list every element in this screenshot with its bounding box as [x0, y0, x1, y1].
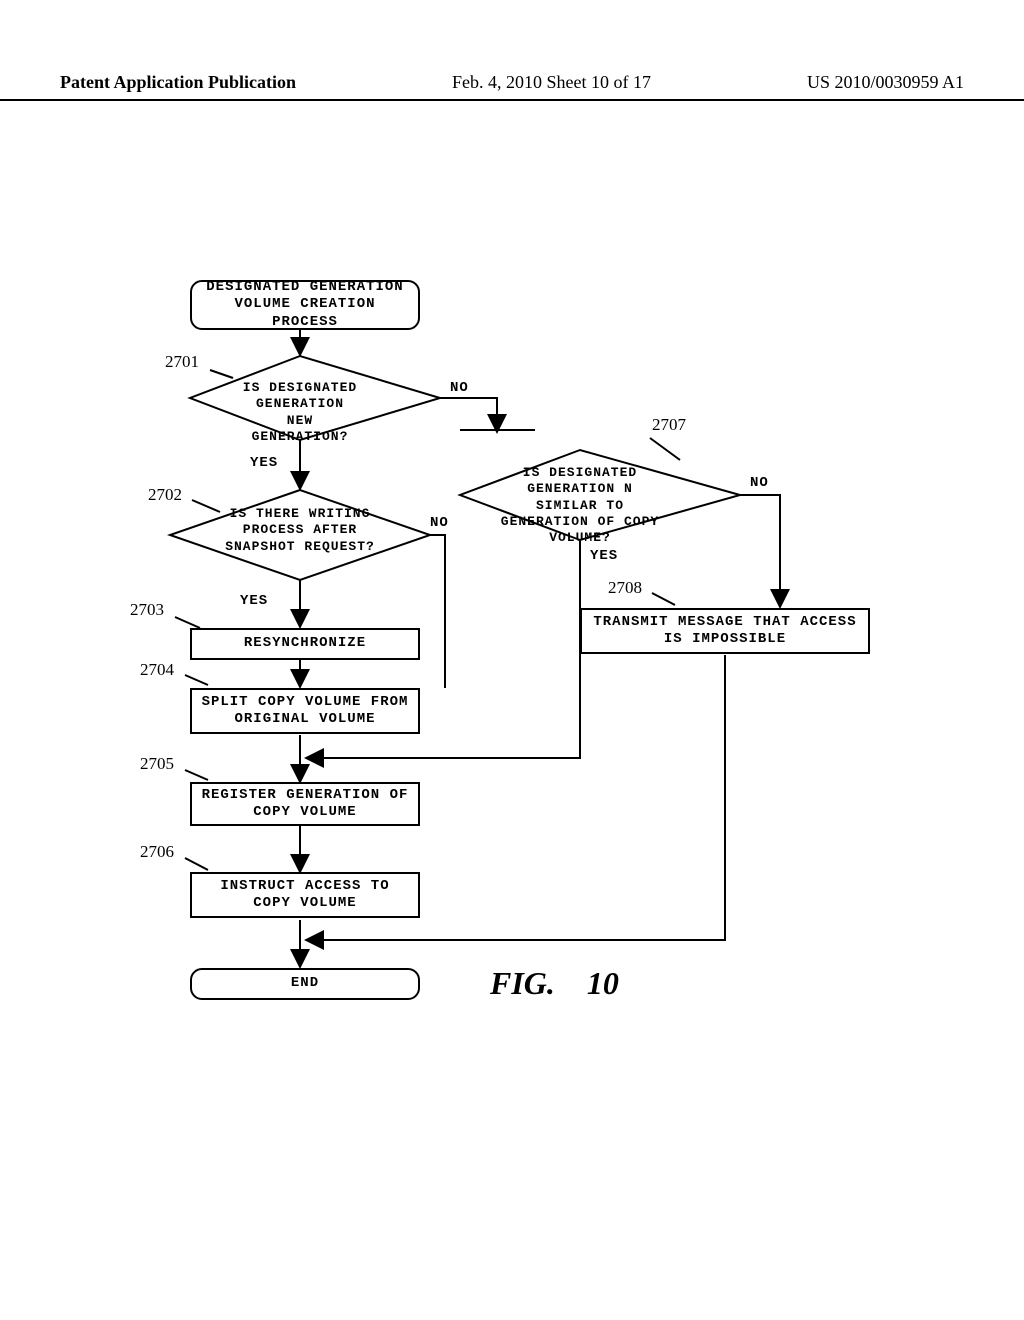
decision-2702-text: IS THERE WRITING PROCESS AFTER SNAPSHOT … — [200, 496, 400, 565]
decision-2701: IS DESIGNATED GENERATION NEW GENERATION? — [220, 370, 380, 455]
decision-2707-text: IS DESIGNATED GENERATION N SIMILAR TO GE… — [475, 455, 685, 556]
label-yes-3: YES — [590, 548, 618, 564]
header-left: Patent Application Publication — [60, 72, 296, 93]
page-header: Patent Application Publication Feb. 4, 2… — [0, 72, 1024, 101]
label-yes-1: YES — [250, 455, 278, 471]
header-right: US 2010/0030959 A1 — [807, 72, 964, 93]
decision-2707: IS DESIGNATED GENERATION N SIMILAR TO GE… — [475, 455, 685, 556]
label-no-3: NO — [750, 475, 769, 491]
decision-2702: IS THERE WRITING PROCESS AFTER SNAPSHOT … — [200, 496, 400, 565]
decision-2701-text: IS DESIGNATED GENERATION NEW GENERATION? — [220, 370, 380, 455]
label-no-1: NO — [450, 380, 469, 396]
header-mid: Feb. 4, 2010 Sheet 10 of 17 — [452, 72, 651, 93]
flowchart: DESIGNATED GENERATION VOLUME CREATION PR… — [130, 280, 930, 1080]
label-yes-2: YES — [240, 593, 268, 609]
label-no-2: NO — [430, 515, 449, 531]
